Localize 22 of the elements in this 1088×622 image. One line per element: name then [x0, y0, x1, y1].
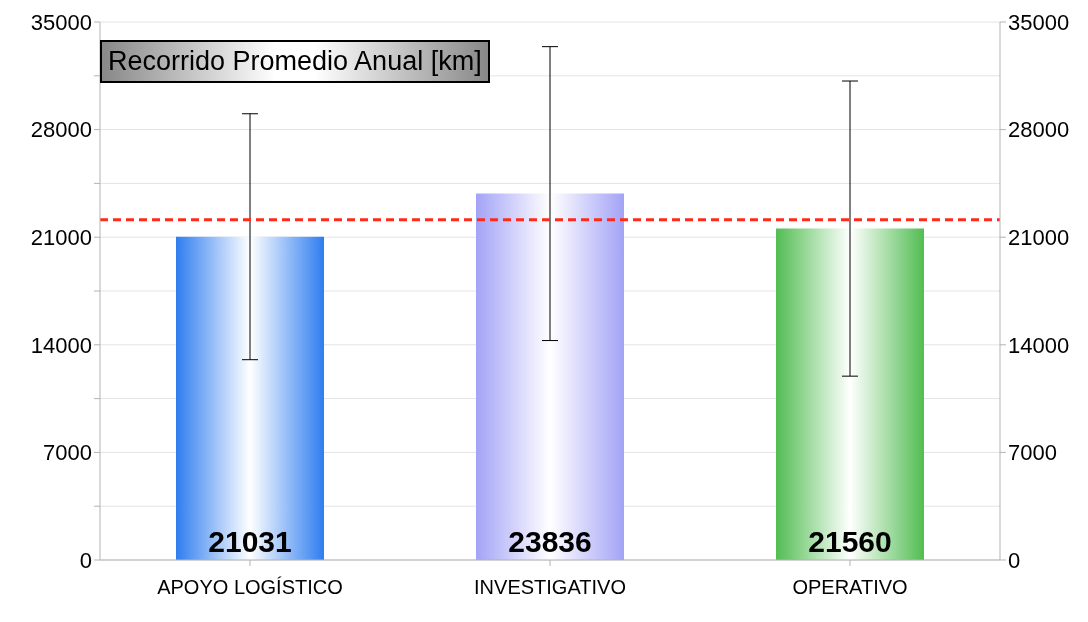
data-label: 21031 — [208, 525, 292, 558]
y-tick-label: 35000 — [30, 9, 92, 35]
x-tick-label: INVESTIGATIVO — [474, 576, 626, 599]
y-tick-label: 28000 — [30, 117, 92, 143]
bar — [176, 236, 324, 560]
bar — [776, 228, 924, 560]
x-tick-label: APOYO LOGÍSTICO — [157, 576, 343, 599]
y-tick-label: 7000 — [43, 440, 92, 466]
y2-tick-label: 0 — [1008, 547, 1021, 573]
y-tick-label: 0 — [79, 547, 92, 573]
data-label: 23836 — [508, 525, 592, 558]
y-tick-label: 14000 — [30, 332, 92, 358]
text: Recorrido Promedio Anual [km] — [100, 40, 490, 83]
y2-tick-label: 21000 — [1008, 225, 1070, 251]
y2-tick-label: 35000 — [1008, 9, 1070, 35]
y-tick-label: 21000 — [30, 225, 92, 251]
bar — [476, 193, 624, 560]
data-label: 21560 — [808, 525, 892, 558]
y2-tick-label: 28000 — [1008, 117, 1070, 143]
y2-tick-label: 7000 — [1008, 440, 1057, 466]
y2-tick-label: 14000 — [1008, 332, 1070, 358]
x-tick-label: OPERATIVO — [792, 576, 908, 599]
